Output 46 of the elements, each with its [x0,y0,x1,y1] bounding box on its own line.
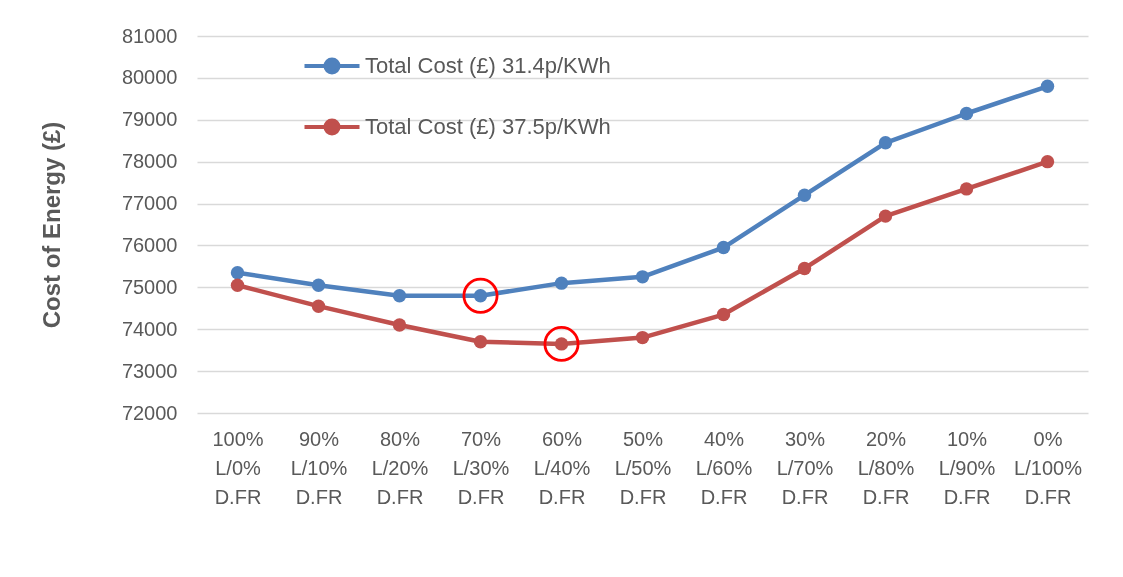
point [543,325,580,362]
point [311,278,326,292]
x-tick-label: 30% L/70% D.FR [776,427,834,508]
legend-label: Total Cost (£) 37.5p/KWh [365,114,611,139]
y-tick-label: 81000 [121,24,178,47]
point [635,270,650,284]
y-tick-label: 73000 [121,359,178,382]
y-tick-label: 72000 [121,401,178,424]
y-tick-label: 77000 [121,192,178,215]
x-tick-label: 90% L/10% D.FR [290,427,348,508]
point [716,240,731,255]
x-tick-label: 60% L/40% D.FR [533,427,591,508]
point [1040,154,1055,169]
point [554,276,569,290]
point [716,307,731,322]
x-tick-label: 0% L/100% D.FR [1014,427,1083,508]
x-tick-label: 70% L/30% D.FR [452,427,510,508]
point [635,330,650,345]
x-tick-label: 10% L/90% D.FR [938,427,996,508]
y-tick-label: 80000 [121,66,178,89]
y-tick-label: 74000 [121,317,178,340]
point [878,136,893,150]
legend-label: Total Cost (£) 31.4p/KWh [365,53,611,78]
point [797,261,812,276]
point [311,299,326,313]
y-tick-label: 75000 [121,275,178,298]
point [230,278,245,292]
x-tick-label: 20% L/80% D.FR [857,427,915,508]
point [959,106,974,121]
y-axis-title: Cost of Energy (£) [37,121,65,329]
point [392,289,407,303]
point [797,188,812,202]
x-tick-label: 40% L/60% D.FR [695,427,753,508]
point [462,277,499,314]
y-tick-label: 78000 [121,150,178,173]
point [230,265,245,280]
point [878,209,893,223]
y-tick-label: 79000 [121,108,178,131]
x-tick-label: 50% L/50% D.FR [614,427,672,508]
x-tick-label: 80% L/20% D.FR [371,427,429,508]
point [1040,79,1055,93]
x-tick-label: 100% L/0% D.FR [212,427,264,508]
point [959,182,974,196]
y-tick-label: 76000 [121,233,178,256]
point [473,335,488,349]
point [392,318,407,332]
